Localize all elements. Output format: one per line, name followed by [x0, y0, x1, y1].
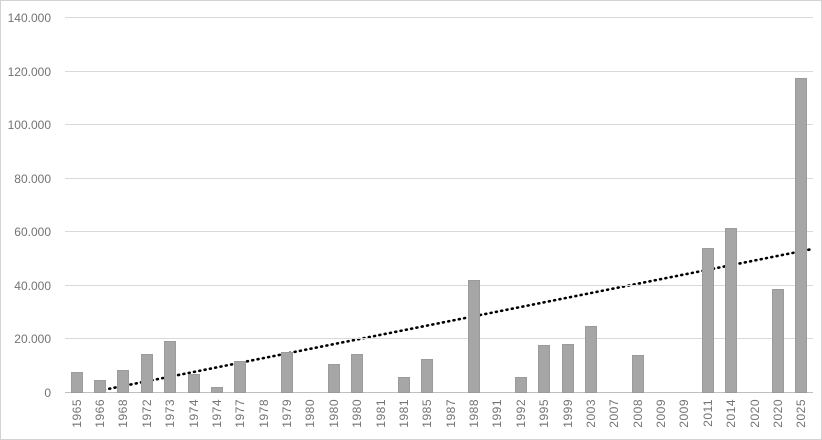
bar	[281, 351, 294, 393]
trendline-layer	[97, 247, 815, 393]
bar	[94, 379, 107, 393]
x-tick-label: 2020	[770, 399, 785, 428]
x-tick-label: 2003	[583, 399, 598, 428]
x-tick-label: 2014	[724, 399, 739, 428]
bar	[210, 386, 223, 393]
x-tick-label: 2008	[630, 399, 645, 428]
bar	[561, 343, 574, 393]
bar	[514, 376, 527, 393]
bar	[70, 371, 83, 393]
bar	[117, 369, 130, 393]
y-tick-label: 100.000	[7, 118, 51, 133]
x-tick-label: 1995	[537, 399, 552, 428]
x-tick-label: 1974	[186, 399, 201, 428]
x-tick-label: 1981	[396, 399, 411, 428]
x-tick-label: 1978	[256, 399, 271, 428]
x-tick-label: 1965	[69, 399, 84, 428]
x-axis-line	[65, 392, 813, 393]
x-tick-label: 1992	[513, 399, 528, 428]
y-tick-label: 0	[44, 386, 51, 400]
x-tick-label: 1985	[420, 399, 435, 428]
gridline	[65, 17, 813, 18]
y-tick-label: 60.000	[14, 225, 51, 240]
bar	[397, 376, 410, 393]
x-tick-label: 1979	[280, 399, 295, 428]
x-tick-label: 1974	[209, 399, 224, 428]
y-tick-label: 120.000	[7, 64, 51, 79]
x-tick-label: 2007	[607, 399, 622, 428]
trendline	[97, 247, 815, 393]
bar	[584, 326, 597, 393]
x-tick-label: 1980	[303, 399, 318, 428]
bar	[164, 340, 177, 393]
bar	[421, 358, 434, 393]
plot-area	[65, 17, 815, 393]
x-tick-label: 1973	[163, 399, 178, 428]
x-tick-label: 1988	[467, 399, 482, 428]
x-tick-label: 1966	[93, 399, 108, 428]
bar	[140, 354, 153, 393]
bar	[631, 355, 644, 393]
bar	[327, 364, 340, 393]
bar	[725, 227, 738, 393]
x-tick-label: 1977	[233, 399, 248, 428]
gridline	[65, 338, 813, 340]
y-tick-label: 40.000	[14, 278, 51, 293]
y-axis: 0 20.000 40.000 60.000 80.000 100.000 120.000 1…	[1, 11, 57, 400]
gridline	[65, 284, 813, 286]
bar	[701, 248, 714, 393]
x-tick-label: 2009	[654, 399, 669, 428]
x-tick-label: 1972	[139, 399, 154, 428]
bar	[234, 360, 247, 393]
y-tick-label: 80.000	[14, 171, 51, 186]
x-tick-label: 1968	[116, 399, 131, 428]
x-tick-label: 2025	[794, 399, 809, 428]
x-tick-label: 1981	[373, 399, 388, 428]
gridline	[65, 231, 813, 233]
x-tick-label: 1991	[490, 399, 505, 428]
x-tick-label: 2011	[700, 399, 715, 427]
y-tick-label: 20.000	[14, 332, 51, 347]
x-tick-label: 1987	[443, 399, 458, 428]
bar	[187, 374, 200, 393]
x-tick-label: 1980	[350, 399, 365, 428]
x-tick-label: 1999	[560, 399, 575, 428]
gridline	[65, 124, 813, 126]
x-tick-label: 2020	[747, 399, 762, 428]
x-tick-label: 2009	[677, 399, 692, 428]
gridline	[65, 177, 813, 179]
bar	[468, 279, 481, 393]
x-tick-label: 1980	[326, 399, 341, 428]
gridline	[65, 70, 813, 72]
bar	[351, 353, 364, 393]
bar	[538, 344, 551, 393]
x-axis: 1965 1966 1968 1972 1973 1974 1974 1977 1978 1979…	[65, 399, 813, 439]
bar	[771, 288, 784, 393]
bar	[795, 78, 808, 393]
y-tick-label: 140.000	[7, 11, 51, 25]
